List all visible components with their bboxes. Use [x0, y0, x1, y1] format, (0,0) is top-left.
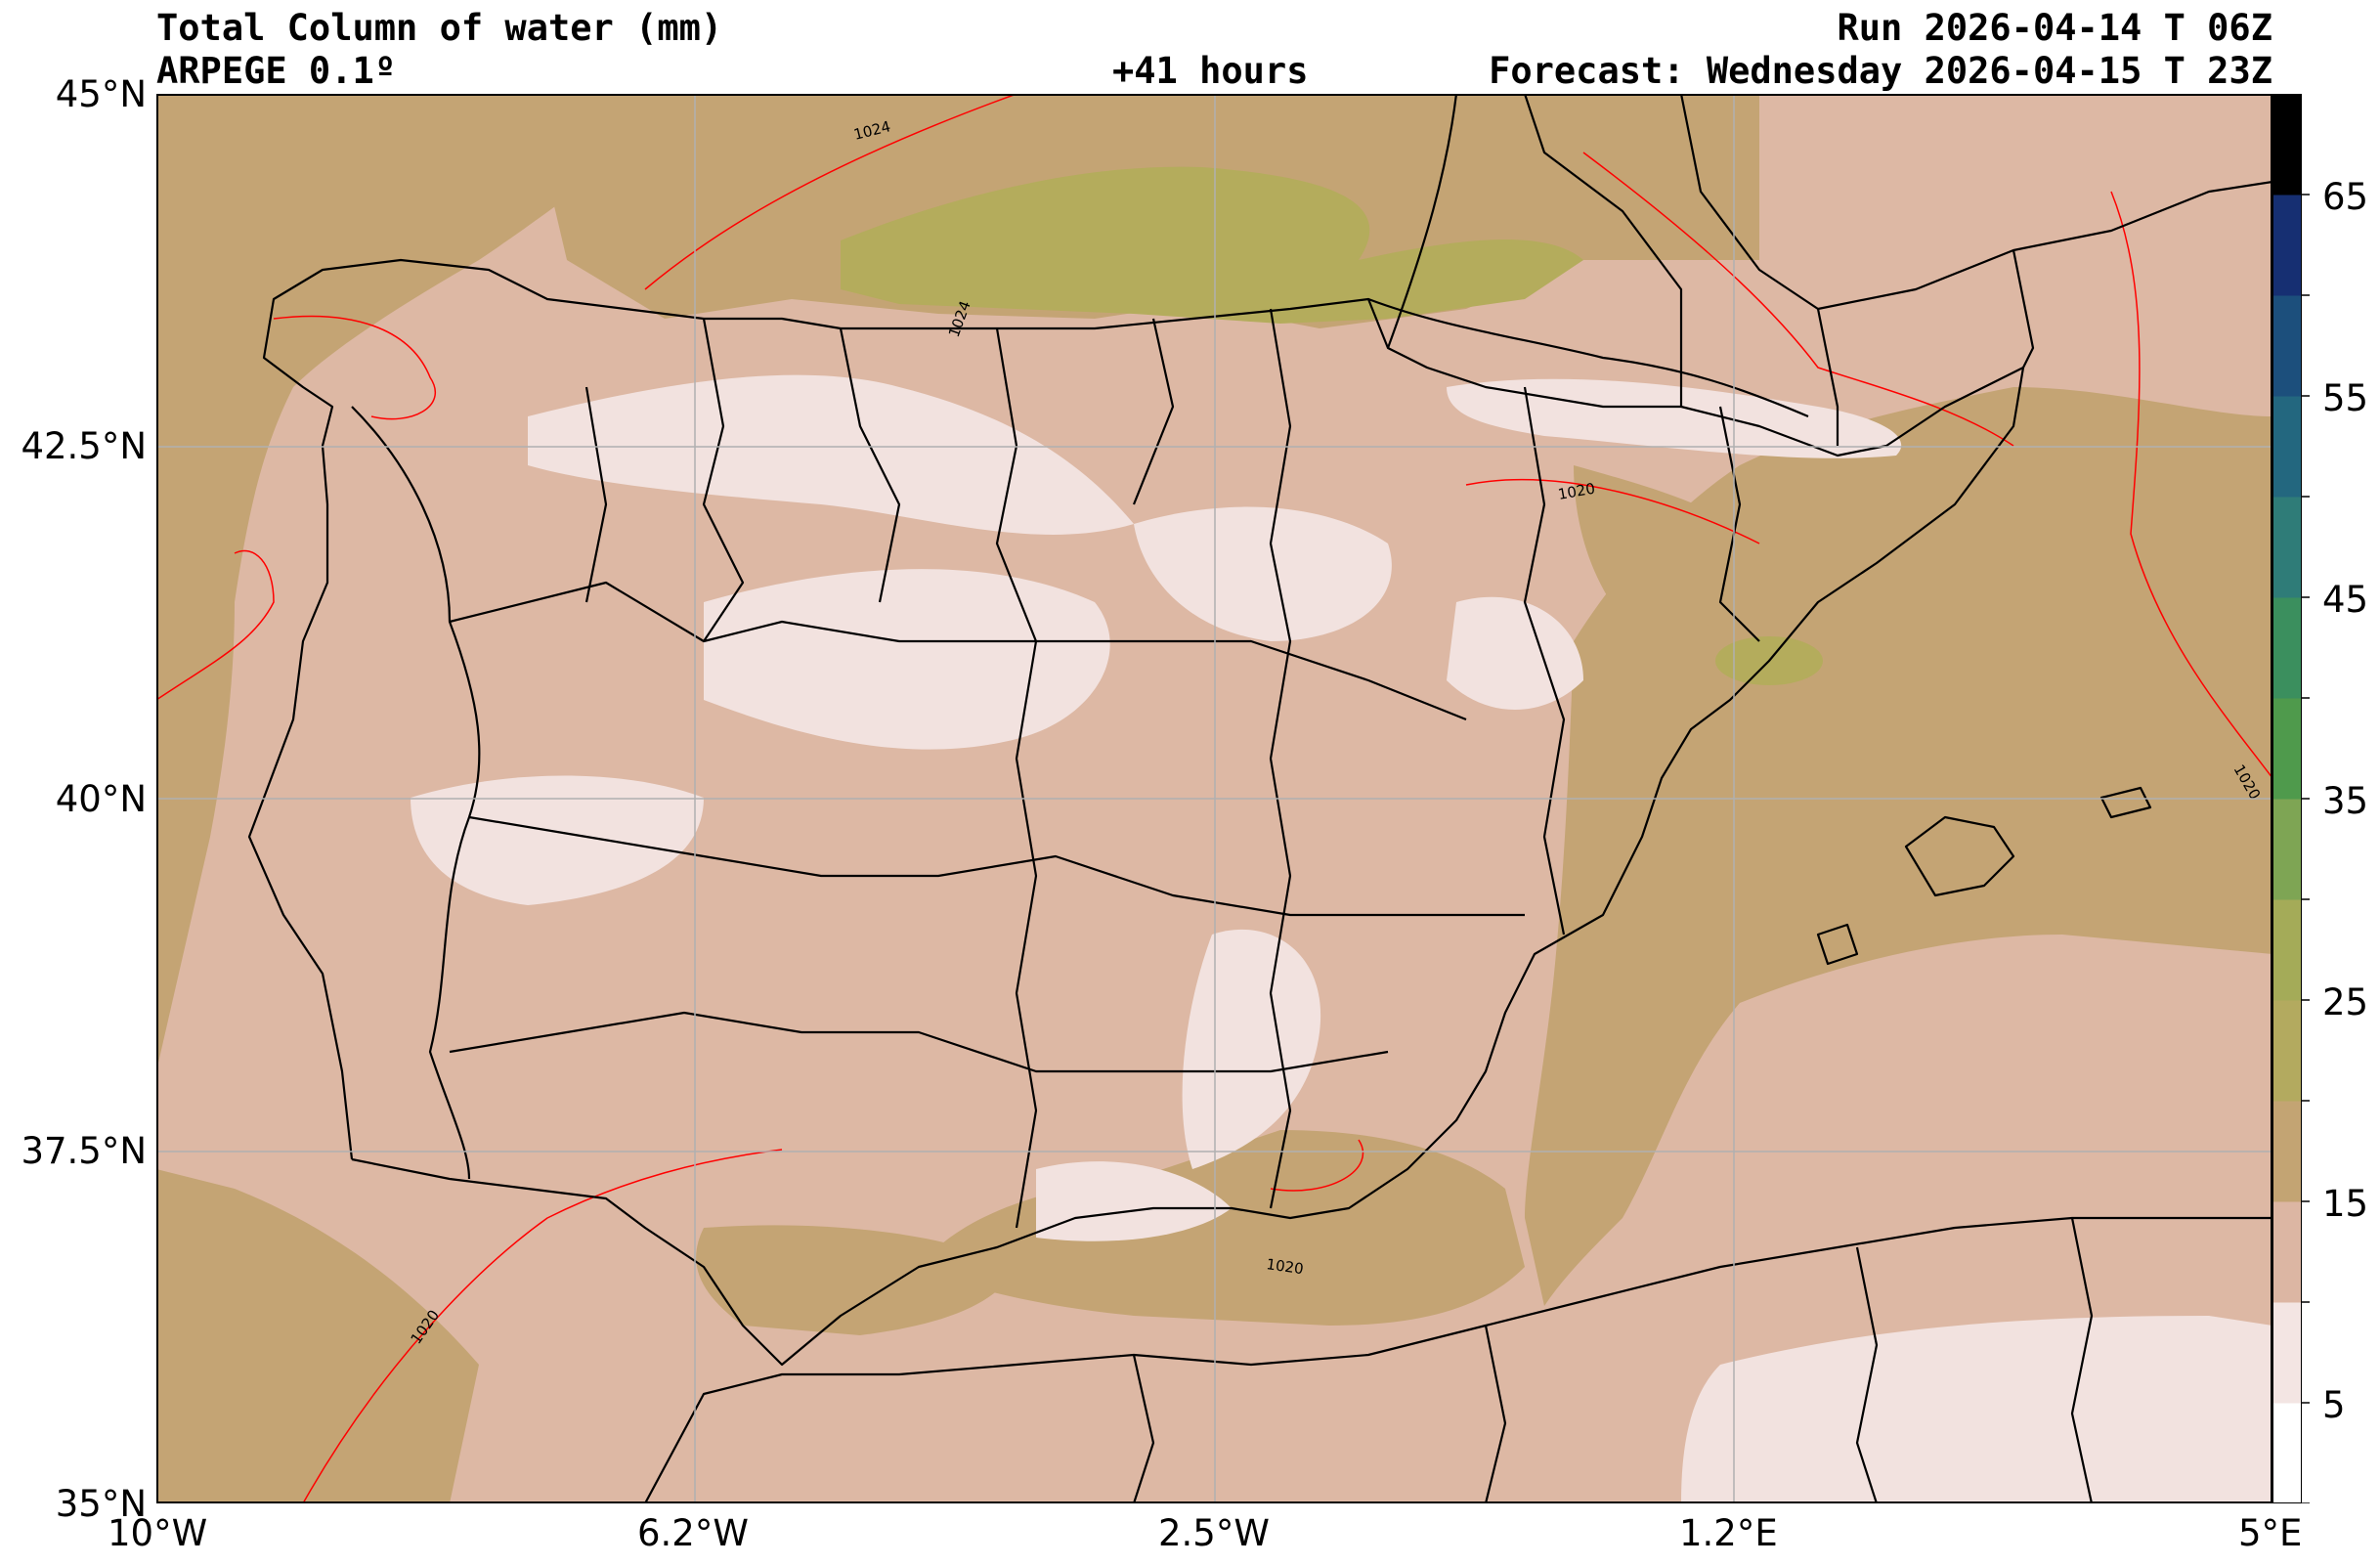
tcw-map: 1024 1024 1020 1020 1020 1020: [156, 94, 2272, 1503]
colorbar-segment: [2272, 899, 2302, 1001]
lat-tick-label: 35°N: [55, 1483, 147, 1525]
coastline-menorca: [2099, 786, 2152, 819]
lon-tick-label: 2.5°W: [1158, 1512, 1270, 1554]
tcw-dry-andalusia: [1036, 1161, 1232, 1241]
border-region-9: [839, 327, 901, 603]
isobar-1020-murcia: [1270, 1139, 1364, 1192]
lat-tick-label: 37.5°N: [21, 1130, 147, 1172]
isobars: [156, 94, 2272, 1503]
border-region-8: [584, 386, 608, 603]
isobar-1020-west: [156, 549, 275, 701]
tcw-dry-aragon: [1447, 596, 1583, 710]
border-region-14: [2012, 249, 2035, 369]
coastline-france: [1386, 94, 1458, 349]
lon-tick-label: 1.2°E: [1679, 1512, 1778, 1554]
border-region-2: [468, 815, 1525, 917]
isobar-1020-med: [2110, 191, 2272, 779]
colorbar-segment: [2272, 799, 2302, 900]
model-label: ARPEGE 0.1º: [156, 50, 397, 92]
colorbar-tick-label: 35: [2322, 780, 2369, 822]
coastlines: [247, 94, 2272, 1503]
tcw-dry-meseta: [1134, 506, 1392, 641]
colorbar-segment: [2272, 1201, 2302, 1303]
colorbar-segment: [2272, 396, 2302, 498]
lat-tick-label: 42.5°N: [21, 425, 147, 467]
isobar-1020-ebro: [1465, 478, 1760, 544]
border-region-1: [449, 581, 1467, 721]
run-label: Run 2026-04-14 T 06Z: [1837, 7, 2272, 49]
colorbar-segment: [2272, 497, 2302, 598]
colorbar-segment: [2272, 94, 2302, 196]
tcw-band-biscay-moist: [841, 166, 1583, 324]
colorbar-tick-label: 5: [2322, 1384, 2346, 1426]
border-region-11: [1718, 406, 1760, 642]
tcw-dry-la-mancha: [1182, 929, 1321, 1169]
tcw-band-morocco-west: [156, 1169, 479, 1503]
border-region-5: [995, 327, 1038, 1229]
tcw-dry-north-africa: [1681, 1316, 2272, 1503]
lon-tick-label: 10°W: [108, 1512, 208, 1554]
gridlines: [156, 94, 2272, 1503]
isobar-1020-south: [302, 1149, 783, 1503]
border-region-15: [1523, 94, 1683, 407]
border-france-spain: [1367, 297, 1809, 418]
isobar-1020-ne: [1582, 152, 2014, 447]
isobar-galicia: [273, 315, 437, 420]
colorbar-segment: [2272, 1101, 2302, 1202]
lead-time-label: +41 hours: [1112, 50, 1309, 92]
colorbar-segment: [2272, 195, 2302, 296]
border-region-16: [1855, 1246, 1879, 1503]
colorbar-segment: [2272, 1302, 2302, 1404]
lat-tick-label: 40°N: [55, 778, 147, 820]
colorbar-segment: [2272, 597, 2302, 699]
map-title: Total Column of water (mm): [156, 7, 723, 49]
colorbar-frame: [2272, 94, 2302, 1503]
border-region-13: [1816, 308, 1839, 446]
tcw-band-med-west: [919, 1130, 1525, 1326]
colorbar-segment: [2272, 698, 2302, 800]
colorbar-segment: [2272, 1000, 2302, 1102]
tcw-band-alboran: [696, 1225, 1017, 1335]
isobar-label: 1020: [1265, 1255, 1304, 1278]
map-frame: [156, 94, 2272, 1503]
lon-tick-label: 5°E: [2238, 1512, 2303, 1554]
colorbar-tick-label: 65: [2322, 176, 2369, 218]
tcw-dry-central: [704, 569, 1110, 750]
tcw-band-ebro: [1574, 465, 1779, 641]
lon-tick-label: 6.2°W: [637, 1512, 749, 1554]
isobar-1024-north: [644, 94, 1017, 290]
tcw-dry-north: [528, 374, 1134, 535]
border-region-4: [702, 318, 745, 642]
coastline-north-africa: [644, 1216, 2272, 1503]
border-region-10: [1132, 318, 1175, 505]
forecast-label: Forecast: Wednesday 2026-04-15 T 23Z: [1489, 50, 2272, 92]
colorbar-tick-label: 15: [2322, 1183, 2369, 1225]
border-region-12: [1679, 94, 2272, 311]
colorbar-segment: [2272, 295, 2302, 397]
border-region-18: [1132, 1354, 1155, 1503]
border-region-19: [1484, 1325, 1507, 1503]
coastline-mallorca: [1904, 815, 2015, 897]
colorbar-segment: [2272, 1403, 2302, 1503]
border-portugal-spain: [351, 406, 481, 1180]
border-region-3: [449, 1011, 1389, 1073]
lat-tick-label: 45°N: [55, 73, 147, 115]
colorbar-tick-label: 25: [2322, 981, 2369, 1023]
coastline-iberia: [247, 258, 2025, 1367]
border-region-17: [2070, 1217, 2094, 1503]
border-region-6: [1269, 308, 1292, 1209]
tcw-band-atlantic: [156, 94, 704, 1071]
colorbar-tick-label: 45: [2322, 579, 2369, 621]
tcw-dry-west: [411, 775, 704, 905]
border-region-7: [1523, 386, 1566, 935]
colorbar-tick-label: 55: [2322, 377, 2369, 419]
colorbar: [2272, 94, 2310, 1503]
coastline-ibiza: [1816, 923, 1859, 966]
